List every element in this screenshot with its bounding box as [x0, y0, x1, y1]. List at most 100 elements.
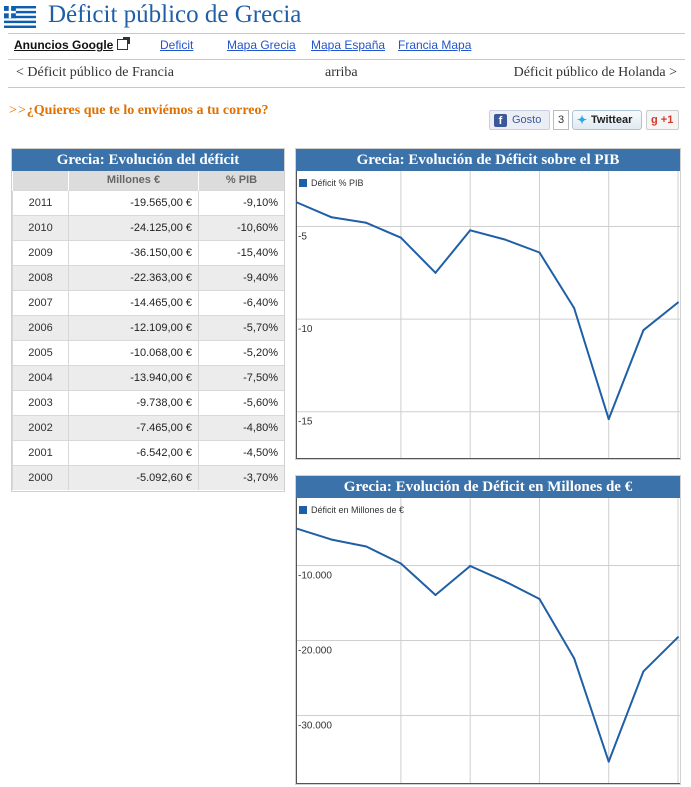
- twitter-tweet-button[interactable]: ✦ Twittear: [572, 110, 642, 130]
- y-tick-label: -5: [298, 232, 307, 243]
- header-millones: Millones €: [68, 171, 199, 190]
- cell-year: 2010: [12, 214, 69, 240]
- cell-millones: -13.940,00 €: [68, 364, 199, 390]
- cell-millones: -12.109,00 €: [68, 314, 199, 340]
- cell-millones: -24.125,00 €: [68, 214, 199, 240]
- subscribe-text: ¿Quieres que te lo enviémos a tu correo?: [26, 103, 269, 118]
- page-header: Déficit público de Grecia: [0, 0, 691, 34]
- ad-link-francia-mapa[interactable]: Francia Mapa: [398, 38, 472, 52]
- ad-link-deficit[interactable]: Deficit: [160, 38, 194, 52]
- millones-chart-plot: -10.000-20.000-30.0002003200520072009201…: [296, 498, 680, 784]
- data-point: [469, 229, 472, 232]
- data-point: [642, 329, 645, 332]
- cell-millones: -6.542,00 €: [68, 439, 199, 465]
- cell-pib: -5,70%: [198, 314, 284, 340]
- external-link-icon: [117, 37, 131, 50]
- cell-millones: -9.738,00 €: [68, 389, 199, 415]
- y-tick-label: -10: [298, 324, 313, 335]
- data-point: [677, 301, 679, 304]
- cell-year: 2007: [12, 289, 69, 315]
- table-row: 2000 -5.092,60 € -3,70%: [12, 464, 284, 490]
- deficit-table: Millones € % PIB 2011 -19.565,00 € -9,10% 2…: [12, 171, 284, 490]
- cell-millones: -22.363,00 €: [68, 264, 199, 290]
- table-row: 2002 -7.465,00 € -4,80%: [12, 414, 284, 440]
- facebook-like-count: 3: [553, 110, 569, 130]
- facebook-like-button[interactable]: f Gosto: [489, 110, 550, 130]
- page-navigation: < Déficit público de Francia arriba Défi…: [8, 62, 685, 86]
- cell-year: 2008: [12, 264, 69, 290]
- header-year: [12, 171, 69, 190]
- header-pib: % PIB: [198, 171, 284, 190]
- data-point: [296, 201, 298, 204]
- legend-swatch: [299, 179, 307, 187]
- pib-chart-panel: Grecia: Evolución de Déficit sobre el PI…: [295, 148, 681, 460]
- y-tick-label: -20.000: [298, 646, 332, 657]
- data-point: [503, 238, 506, 241]
- top-link[interactable]: arriba: [325, 65, 358, 80]
- cell-year: 2000: [12, 464, 69, 490]
- data-point: [469, 565, 472, 568]
- series-line: [296, 527, 679, 763]
- table-header-row: Millones € % PIB: [12, 171, 284, 190]
- facebook-like-label: Gosto: [512, 114, 542, 126]
- ad-link-mapa-espana[interactable]: Mapa España: [311, 38, 386, 52]
- twitter-bird-icon: ✦: [577, 113, 588, 127]
- page-title: Déficit público de Grecia: [48, 1, 302, 28]
- ad-link-mapa-grecia[interactable]: Mapa Grecia: [227, 38, 296, 52]
- data-point: [642, 670, 645, 673]
- cell-year: 2002: [12, 414, 69, 440]
- data-point: [538, 597, 541, 600]
- table-row: 2006 -12.109,00 € -5,70%: [12, 314, 284, 340]
- cell-pib: -7,50%: [198, 364, 284, 390]
- ads-label[interactable]: Anuncios Google: [14, 37, 131, 52]
- cell-pib: -6,40%: [198, 289, 284, 315]
- google-plus-button[interactable]: g +1: [646, 110, 679, 130]
- data-point: [296, 527, 298, 530]
- data-point: [365, 221, 368, 224]
- next-page-link[interactable]: Déficit público de Holanda >: [513, 65, 677, 80]
- subscribe-link[interactable]: >>¿Quieres que te lo enviémos a tu corre…: [9, 103, 269, 119]
- y-tick-label: -15: [298, 417, 313, 428]
- nav-divider: [8, 87, 685, 88]
- cell-millones: -5.092,60 €: [68, 464, 199, 490]
- data-point: [573, 307, 576, 310]
- cell-pib: -4,50%: [198, 439, 284, 465]
- table-row: 2004 -13.940,00 € -7,50%: [12, 364, 284, 390]
- cell-year: 2009: [12, 239, 69, 265]
- data-point: [330, 216, 333, 219]
- data-point: [677, 636, 679, 639]
- prev-page-link[interactable]: < Déficit público de Francia: [16, 65, 174, 80]
- table-row: 2010 -24.125,00 € -10,60%: [12, 214, 284, 240]
- data-point: [434, 594, 437, 597]
- data-point: [538, 251, 541, 254]
- pib-chart-plot: -5-10-1520032005200720092011: [296, 171, 680, 459]
- deficit-table-title: Grecia: Evolución del déficit: [12, 149, 284, 171]
- table-row: 2008 -22.363,00 € -9,40%: [12, 264, 284, 290]
- legend-swatch: [299, 506, 307, 514]
- data-point: [399, 236, 402, 239]
- series-line: [296, 201, 679, 421]
- deficit-table-panel: Grecia: Evolución del déficit Millones €…: [11, 148, 285, 492]
- table-row: 2011 -19.565,00 € -9,10%: [12, 189, 284, 215]
- table-row: 2001 -6.542,00 € -4,50%: [12, 439, 284, 465]
- cell-millones: -10.068,00 €: [68, 339, 199, 365]
- subscribe-arrows: >>: [9, 103, 27, 118]
- twitter-tweet-label: Twittear: [591, 114, 633, 126]
- google-plus-icon: g: [651, 114, 658, 126]
- google-plus-label: +1: [660, 114, 674, 126]
- pib-chart-title: Grecia: Evolución de Déficit sobre el PI…: [296, 149, 680, 171]
- table-row: 2005 -10.068,00 € -5,20%: [12, 339, 284, 365]
- greece-flag-icon: [4, 6, 36, 28]
- data-point: [399, 562, 402, 565]
- cell-year: 2003: [12, 389, 69, 415]
- data-point: [434, 271, 437, 274]
- deficit-table-body: 2011 -19.565,00 € -9,10% 2010 -24.125,00 € -1…: [12, 189, 284, 490]
- pib-chart-legend: Déficit % PIB: [299, 178, 364, 188]
- ads-divider: [8, 59, 685, 60]
- table-row: 2007 -14.465,00 € -6,40%: [12, 289, 284, 315]
- table-row: 2009 -36.150,00 € -15,40%: [12, 239, 284, 265]
- y-tick-label: -30.000: [298, 721, 332, 732]
- cell-pib: -9,40%: [198, 264, 284, 290]
- data-point: [503, 580, 506, 583]
- cell-millones: -19.565,00 €: [68, 189, 199, 215]
